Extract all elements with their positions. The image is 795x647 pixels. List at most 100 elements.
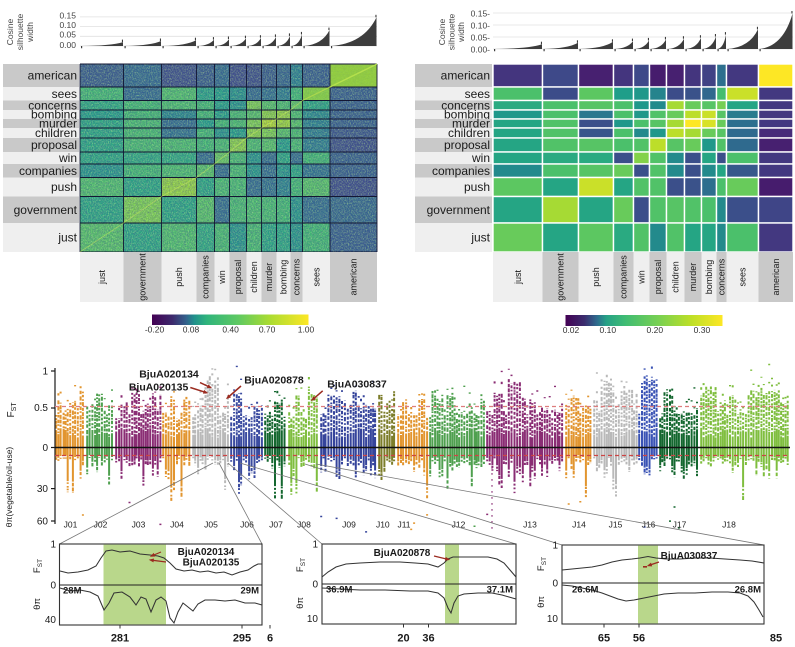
svg-text:BjuA020878: BjuA020878 [244, 375, 304, 387]
svg-text:J04: J04 [170, 520, 184, 530]
svg-text:push: push [51, 180, 77, 194]
svg-text:children: children [671, 261, 681, 293]
svg-text:bombing: bombing [279, 260, 289, 295]
svg-text:FST: FST [536, 557, 548, 571]
svg-text:θπ: θπ [536, 596, 547, 608]
svg-text:1: 1 [552, 541, 558, 552]
svg-text:BjuA020134: BjuA020134 [139, 369, 199, 381]
svg-text:proposal: proposal [31, 138, 77, 152]
svg-text:1: 1 [312, 540, 318, 551]
svg-text:0.20: 0.20 [647, 325, 664, 335]
svg-text:BjuA030837: BjuA030837 [661, 551, 718, 562]
svg-text:20: 20 [397, 633, 409, 645]
svg-text:0.15-: 0.15- [471, 8, 491, 18]
svg-text:proposal: proposal [444, 138, 490, 152]
svg-text:0: 0 [42, 443, 48, 454]
svg-text:0: 0 [50, 581, 56, 592]
svg-text:push: push [464, 180, 490, 194]
svg-text:sees: sees [738, 267, 748, 287]
svg-text:J03: J03 [132, 520, 146, 530]
svg-text:government: government [14, 203, 78, 217]
svg-text:just: just [513, 270, 523, 286]
svg-text:win: win [217, 270, 227, 285]
svg-text:J14: J14 [572, 520, 586, 530]
svg-text:american: american [441, 69, 490, 83]
svg-text:murder: murder [39, 117, 77, 131]
svg-text:silhouette: silhouette [447, 14, 457, 51]
svg-text:θπ(vegetable/oil-use): θπ(vegetable/oil-use) [4, 447, 14, 528]
svg-text:bombing: bombing [704, 260, 714, 295]
svg-text:60: 60 [37, 517, 49, 528]
svg-text:FST: FST [32, 559, 44, 573]
svg-text:companies: companies [19, 164, 77, 178]
svg-text:0.10: 0.10 [59, 20, 76, 30]
svg-text:65: 65 [598, 633, 610, 645]
svg-text:FST: FST [295, 558, 307, 572]
svg-text:10: 10 [307, 614, 319, 625]
svg-text:concerns: concerns [28, 98, 77, 112]
svg-text:american: american [28, 69, 77, 83]
svg-text:37.1M: 37.1M [487, 585, 513, 596]
svg-text:american: american [349, 258, 359, 295]
svg-text:Cosine: Cosine [437, 19, 447, 46]
svg-text:companies: companies [201, 255, 211, 299]
svg-text:murder: murder [264, 263, 274, 292]
svg-text:BjuA020135: BjuA020135 [129, 382, 189, 394]
svg-text:0.00-: 0.00- [471, 45, 491, 55]
svg-text:concerns: concerns [717, 258, 727, 295]
svg-text:sees: sees [52, 87, 77, 101]
svg-text:win: win [471, 151, 490, 165]
svg-text:85: 85 [770, 633, 782, 645]
svg-text:J12: J12 [452, 520, 466, 530]
svg-text:-0.20: -0.20 [145, 325, 165, 335]
svg-text:0.30: 0.30 [694, 325, 711, 335]
svg-text:J02: J02 [94, 520, 108, 530]
svg-text:government: government [427, 203, 491, 217]
svg-text:0.05: 0.05 [59, 30, 76, 40]
svg-text:0: 0 [312, 580, 318, 591]
svg-text:28M: 28M [63, 586, 82, 597]
svg-text:0.00: 0.00 [59, 40, 76, 50]
svg-text:J08: J08 [297, 520, 311, 530]
svg-text:just: just [470, 231, 490, 245]
svg-text:56: 56 [633, 633, 645, 645]
svg-text:J01: J01 [64, 520, 78, 530]
svg-text:win: win [637, 270, 647, 285]
svg-text:6: 6 [267, 633, 273, 645]
svg-text:J13: J13 [523, 520, 537, 530]
svg-text:push: push [591, 267, 601, 287]
svg-text:36.9M: 36.9M [326, 585, 352, 596]
svg-text:children: children [249, 261, 259, 293]
svg-text:26.6M: 26.6M [572, 585, 598, 596]
svg-text:win: win [58, 151, 77, 165]
svg-text:american: american [771, 258, 781, 295]
svg-text:width: width [25, 22, 35, 43]
svg-text:J15: J15 [609, 520, 623, 530]
svg-text:width: width [456, 22, 466, 43]
svg-text:J18: J18 [722, 520, 736, 530]
svg-text:J05: J05 [204, 520, 218, 530]
svg-text:children: children [35, 126, 77, 140]
svg-text:0.10: 0.10 [600, 325, 617, 335]
svg-text:bombing: bombing [31, 108, 77, 122]
svg-text:1.00: 1.00 [298, 325, 315, 335]
svg-text:1: 1 [50, 540, 56, 551]
svg-text:silhouette: silhouette [15, 14, 25, 51]
svg-text:281: 281 [111, 633, 129, 645]
svg-text:0.08: 0.08 [183, 325, 200, 335]
svg-text:BjuA020135: BjuA020135 [183, 558, 240, 569]
svg-text:0.05-: 0.05- [471, 33, 491, 43]
svg-text:36: 36 [422, 633, 434, 645]
svg-text:29M: 29M [241, 586, 260, 597]
svg-text:0.5: 0.5 [34, 403, 48, 414]
svg-text:0.15: 0.15 [59, 11, 76, 21]
svg-text:companies: companies [432, 164, 490, 178]
svg-text:proposal: proposal [653, 260, 663, 295]
svg-text:0.70: 0.70 [259, 325, 276, 335]
svg-text:just: just [97, 270, 107, 286]
svg-text:0.40: 0.40 [222, 325, 239, 335]
svg-text:Cosine: Cosine [5, 19, 15, 46]
svg-text:40: 40 [45, 615, 57, 626]
svg-text:BjuA020878: BjuA020878 [374, 548, 431, 559]
svg-text:companies: companies [619, 255, 629, 299]
